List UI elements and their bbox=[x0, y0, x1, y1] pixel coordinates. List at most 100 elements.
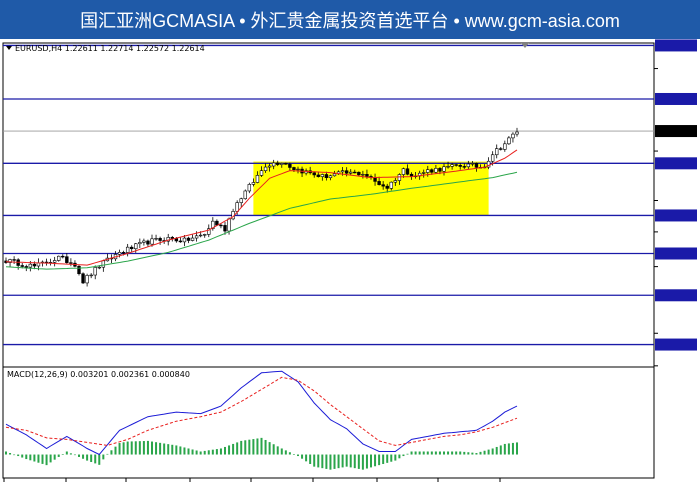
candle-body bbox=[32, 263, 37, 267]
candle-body bbox=[130, 246, 134, 250]
candle bbox=[361, 170, 365, 179]
macd-histogram-bar bbox=[438, 451, 441, 455]
candle bbox=[495, 144, 499, 159]
candle bbox=[385, 183, 389, 193]
candle-body bbox=[101, 260, 106, 268]
candle-body bbox=[495, 148, 499, 156]
candle-body bbox=[466, 163, 471, 168]
macd-histogram-bar bbox=[130, 441, 133, 455]
candle bbox=[243, 189, 247, 200]
candle-body bbox=[178, 240, 183, 243]
macd-histogram-bar bbox=[159, 442, 162, 455]
candle bbox=[251, 178, 256, 187]
chart-area: EURUSD,H4 1.22611 1.22714 1.22572 1.2261… bbox=[0, 39, 700, 500]
macd-histogram-bar bbox=[443, 451, 445, 455]
macd-histogram-bar bbox=[410, 451, 413, 455]
candle-body bbox=[57, 255, 61, 261]
candle-body bbox=[332, 173, 337, 177]
candle-body bbox=[61, 255, 65, 258]
collapse-triangle-icon[interactable] bbox=[6, 46, 12, 50]
candle-body bbox=[430, 169, 434, 173]
candle-body bbox=[405, 168, 410, 175]
macd-histogram-bar bbox=[337, 454, 340, 469]
macd-histogram-bar bbox=[374, 454, 377, 467]
level-price-badge bbox=[655, 247, 697, 260]
banner-text: 国汇亚洲GCMASIA • 外汇贵金属投资首选平台 • www.gcm-asia… bbox=[80, 10, 620, 31]
macd-histogram-bar bbox=[288, 452, 291, 455]
macd-histogram-bar bbox=[511, 442, 514, 455]
macd-histogram-bar bbox=[394, 454, 397, 461]
macd-histogram-bar bbox=[106, 453, 109, 455]
candle bbox=[77, 265, 81, 276]
macd-histogram-bar bbox=[155, 442, 158, 455]
level-price-badge bbox=[655, 289, 697, 302]
macd-histogram-bar bbox=[211, 449, 214, 455]
candle bbox=[142, 238, 146, 246]
macd-histogram-bar bbox=[53, 454, 56, 460]
candle-body bbox=[353, 171, 357, 174]
macd-histogram-bar bbox=[29, 454, 32, 461]
candle bbox=[259, 166, 264, 178]
macd-histogram-bar bbox=[179, 446, 182, 455]
candle-body bbox=[203, 234, 207, 236]
candle bbox=[381, 181, 385, 190]
candle bbox=[85, 273, 89, 287]
macd-histogram-bar bbox=[228, 445, 231, 455]
candle-body bbox=[271, 162, 276, 167]
macd-histogram-bar bbox=[118, 443, 121, 455]
macd-histogram-bar bbox=[487, 449, 490, 455]
candle-body bbox=[186, 237, 191, 241]
candle bbox=[353, 169, 357, 174]
macd-histogram-bar bbox=[122, 442, 125, 455]
candle-body bbox=[146, 240, 150, 245]
candle-body bbox=[69, 262, 73, 264]
macd-histogram-bar bbox=[5, 451, 7, 455]
candle bbox=[454, 163, 458, 167]
candle bbox=[61, 254, 65, 259]
macd-histogram-bar bbox=[256, 438, 259, 455]
candle-body bbox=[182, 237, 187, 243]
macd-histogram-bar bbox=[207, 450, 210, 455]
macd-histogram-bar bbox=[171, 444, 174, 455]
candle bbox=[69, 258, 73, 267]
macd-histogram-bar bbox=[264, 439, 267, 455]
macd-histogram-bar bbox=[57, 454, 60, 457]
candle bbox=[312, 171, 316, 178]
macd-histogram-bar bbox=[292, 454, 295, 455]
macd-histogram-bar bbox=[69, 453, 72, 455]
macd-histogram-bar bbox=[349, 454, 352, 468]
candle-body bbox=[312, 172, 316, 176]
candle-body bbox=[190, 237, 195, 241]
candle-body bbox=[365, 173, 369, 177]
candle-body bbox=[316, 174, 320, 177]
candle-body bbox=[267, 165, 272, 168]
candle-body bbox=[499, 148, 503, 150]
candle-body bbox=[344, 170, 349, 174]
macd-histogram-bar bbox=[321, 454, 324, 469]
macd-histogram-bar bbox=[317, 454, 320, 468]
candle bbox=[450, 162, 454, 170]
candle-body bbox=[198, 234, 203, 237]
candle bbox=[422, 169, 426, 178]
candle-body bbox=[361, 173, 365, 176]
candle-body bbox=[377, 181, 381, 185]
candle bbox=[57, 255, 61, 262]
candle bbox=[239, 197, 243, 207]
macd-histogram-bar bbox=[463, 451, 466, 455]
level-price-badge bbox=[655, 209, 697, 222]
macd-histogram-bar bbox=[33, 454, 36, 462]
macd-histogram-bar bbox=[126, 441, 129, 455]
macd-histogram-bar bbox=[86, 454, 89, 461]
candle bbox=[223, 222, 227, 235]
candle bbox=[89, 273, 93, 279]
macd-histogram-bar bbox=[41, 454, 44, 464]
candle-body bbox=[154, 238, 158, 240]
candle-body bbox=[381, 184, 385, 187]
candle bbox=[178, 237, 183, 243]
candle-body bbox=[97, 266, 101, 269]
candle-body bbox=[357, 171, 361, 176]
candle bbox=[405, 164, 410, 176]
macd-histogram-bar bbox=[65, 451, 68, 455]
macd-histogram-bar bbox=[475, 453, 478, 455]
candle bbox=[511, 132, 515, 143]
